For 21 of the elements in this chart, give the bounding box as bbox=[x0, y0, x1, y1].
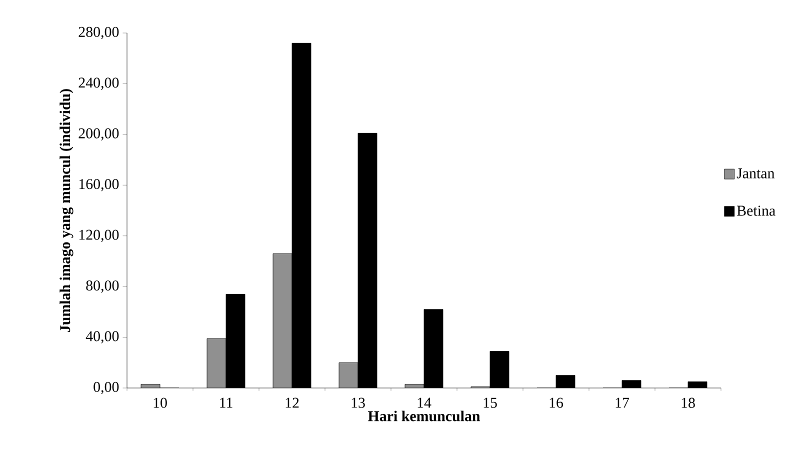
x-axis-title: Hari kemunculan bbox=[368, 410, 480, 422]
x-tick-label: 14 bbox=[418, 398, 432, 408]
y-tick-label: 200,00 bbox=[78, 128, 119, 141]
y-tick-label: 0,00 bbox=[94, 382, 119, 394]
x-tick-label: 11 bbox=[220, 398, 232, 408]
x-tick-label: 18 bbox=[682, 398, 695, 408]
x-tick-label: 16 bbox=[550, 398, 564, 408]
legend-label: Jantan bbox=[736, 168, 775, 178]
y-tick-label: 160,00 bbox=[79, 179, 119, 192]
legend-label: Betina bbox=[737, 206, 776, 216]
y-tick-label: 120,00 bbox=[79, 230, 119, 242]
y-axis-title: Jumlah imago yang muncul (individu) bbox=[60, 89, 74, 332]
x-tick-label: 17 bbox=[616, 398, 630, 408]
y-tick-label: 240,00 bbox=[78, 78, 119, 90]
y-tick-label: 40,00 bbox=[86, 331, 119, 344]
x-tick-label: 13 bbox=[352, 398, 365, 408]
x-tick-label: 10 bbox=[154, 398, 167, 408]
y-tick-label: 80,00 bbox=[86, 280, 119, 293]
x-tick-label: 12 bbox=[286, 398, 299, 408]
x-tick-label: 15 bbox=[484, 398, 497, 408]
y-tick-label: 280,00 bbox=[78, 26, 119, 40]
